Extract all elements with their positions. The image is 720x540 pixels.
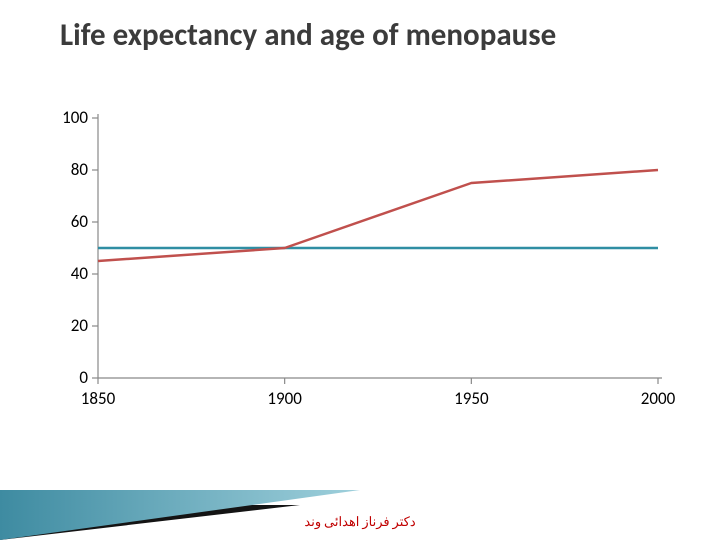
footer-credit: دکتر فرناز اهدائی وند — [0, 515, 720, 530]
slide: Life expectancy and age of menopause 020… — [0, 0, 720, 540]
